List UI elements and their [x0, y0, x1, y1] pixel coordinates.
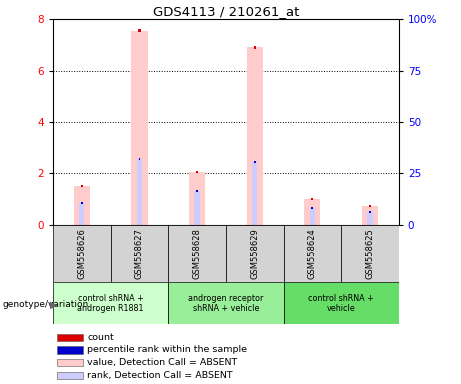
Text: value, Detection Call = ABSENT: value, Detection Call = ABSENT	[88, 358, 238, 367]
Text: GSM558628: GSM558628	[193, 228, 201, 279]
Bar	[284, 225, 341, 282]
Bar	[369, 205, 371, 207]
Text: androgen receptor
shRNA + vehicle: androgen receptor shRNA + vehicle	[188, 294, 264, 313]
Bar	[252, 162, 257, 225]
Bar	[53, 282, 168, 324]
Text: count: count	[88, 333, 114, 342]
Text: ▶: ▶	[50, 300, 57, 310]
Bar	[57, 334, 83, 341]
Bar	[312, 207, 313, 209]
Bar	[254, 161, 255, 163]
Bar	[131, 31, 148, 225]
Bar	[57, 346, 83, 354]
Bar	[139, 158, 140, 160]
Bar	[79, 203, 84, 225]
Text: GSM558629: GSM558629	[250, 228, 259, 279]
Bar	[284, 282, 399, 324]
Bar	[247, 48, 263, 225]
Text: GSM558625: GSM558625	[366, 228, 374, 279]
Bar	[226, 225, 284, 282]
Bar	[168, 282, 284, 324]
Bar	[74, 186, 90, 225]
Text: control shRNA +
vehicle: control shRNA + vehicle	[308, 294, 374, 313]
Bar	[168, 225, 226, 282]
Bar	[53, 225, 111, 282]
Text: rank, Detection Call = ABSENT: rank, Detection Call = ABSENT	[88, 371, 233, 380]
Bar	[369, 211, 371, 214]
Bar	[311, 198, 313, 200]
Title: GDS4113 / 210261_at: GDS4113 / 210261_at	[153, 5, 299, 18]
Text: GSM558624: GSM558624	[308, 228, 317, 279]
Bar	[57, 359, 83, 366]
Text: GSM558626: GSM558626	[77, 228, 86, 279]
Bar	[310, 208, 315, 225]
Bar	[196, 171, 198, 173]
Bar	[304, 199, 320, 225]
Text: control shRNA +
androgen R1881: control shRNA + androgen R1881	[77, 294, 144, 313]
Bar	[254, 46, 256, 49]
Bar	[367, 212, 372, 225]
Text: GSM558627: GSM558627	[135, 228, 144, 279]
Text: percentile rank within the sample: percentile rank within the sample	[88, 345, 248, 354]
Bar	[138, 30, 141, 32]
Bar	[196, 190, 198, 192]
Text: genotype/variation: genotype/variation	[2, 300, 89, 309]
Bar	[362, 206, 378, 225]
Bar	[195, 191, 200, 225]
Bar	[111, 225, 168, 282]
Bar	[341, 225, 399, 282]
Bar	[81, 185, 83, 187]
Bar	[189, 172, 205, 225]
Bar	[137, 159, 142, 225]
Bar	[81, 202, 83, 204]
Bar	[57, 372, 83, 379]
